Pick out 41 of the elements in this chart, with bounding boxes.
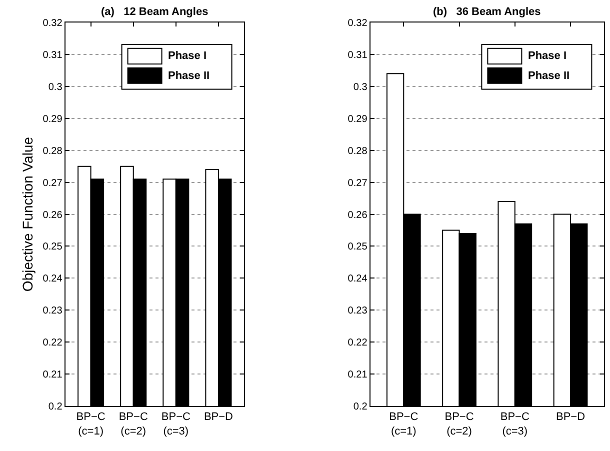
chart-title: (a) 12 Beam Angles [101,6,208,18]
chart-title: (b) 36 Beam Angles [433,6,541,18]
y-tick-label: 0.25 [42,242,63,253]
y-tick-label: 0.21 [42,370,63,381]
x-tick-label: BP−C (c=3) [161,411,190,438]
y-tick-label: 0.26 [42,210,63,221]
y-axis-title: Objective Function Value [19,136,36,292]
y-tick-label: 0.31 [348,50,368,61]
y-tick-label: 0.22 [348,338,368,349]
y-tick-label: 0.22 [42,338,63,349]
y-tick-label: 0.2 [353,402,368,413]
y-tick-label: 0.32 [42,18,63,30]
x-tick-label: BP−C (c=1) [76,411,106,438]
y-tick-label: 0.24 [348,274,368,285]
y-tick-label: 0.32 [348,18,368,30]
y-tick-label: 0.21 [348,370,368,381]
legend-label: Phase I [168,50,207,62]
y-tick-label: 0.3 [48,82,63,93]
x-tick-label: BP−C (c=2) [444,411,474,438]
y-tick-label: 0.28 [348,146,368,157]
legend-label: Phase II [528,70,570,82]
y-tick-label: 0.28 [42,146,63,157]
y-tick-label: 0.27 [348,178,368,189]
x-tick-label: BP−C (c=1) [389,411,418,438]
y-tick-label: 0.25 [348,242,368,253]
legend-label: Phase II [168,70,210,82]
x-tick-label: BP−C (c=2) [118,411,148,438]
y-tick-label: 0.26 [348,210,368,221]
y-tick-label: 0.2 [48,402,63,413]
y-tick-label: 0.27 [42,178,63,189]
y-tick-label: 0.23 [348,306,368,317]
y-tick-label: 0.24 [42,274,63,285]
y-tick-label: 0.31 [42,50,63,61]
y-tick-label: 0.29 [42,114,63,125]
x-tick-label: BP−C (c=3) [500,411,530,438]
y-tick-label: 0.3 [353,82,368,93]
y-tick-label: 0.29 [348,114,368,125]
legend-label: Phase I [528,50,567,62]
x-tick-label: BP−D [556,411,586,424]
x-tick-label: BP−D [204,411,234,424]
y-tick-label: 0.23 [42,306,63,317]
